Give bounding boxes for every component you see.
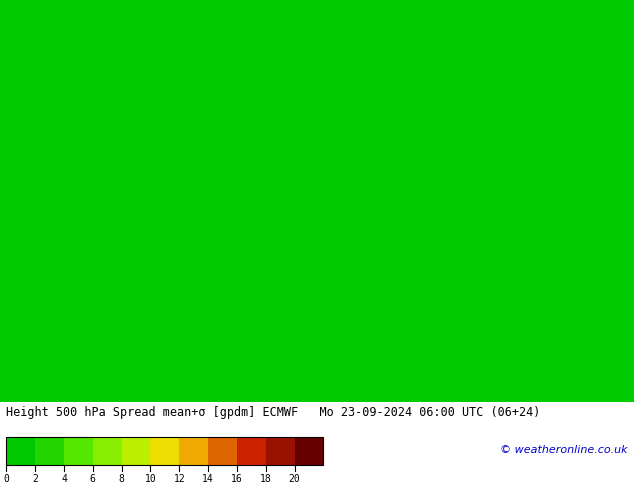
Bar — [208, 437, 237, 465]
Text: 10: 10 — [145, 474, 157, 484]
Text: 4: 4 — [61, 474, 67, 484]
Bar — [150, 437, 179, 465]
Bar — [266, 437, 295, 465]
Text: 8: 8 — [119, 474, 124, 484]
Bar — [122, 437, 150, 465]
Text: 12: 12 — [173, 474, 185, 484]
Bar — [93, 437, 122, 465]
Bar — [64, 437, 93, 465]
Text: 0: 0 — [3, 474, 10, 484]
Bar — [295, 437, 323, 465]
Bar — [6, 437, 323, 465]
Text: 14: 14 — [202, 474, 214, 484]
Text: 16: 16 — [231, 474, 243, 484]
Text: Height 500 hPa Spread mean+σ [gpdm] ECMWF   Mo 23-09-2024 06:00 UTC (06+24): Height 500 hPa Spread mean+σ [gpdm] ECMW… — [6, 406, 541, 419]
Text: © weatheronline.co.uk: © weatheronline.co.uk — [500, 445, 628, 455]
Text: 2: 2 — [32, 474, 38, 484]
Bar — [237, 437, 266, 465]
Bar — [6, 437, 35, 465]
Text: 20: 20 — [288, 474, 301, 484]
Bar — [35, 437, 64, 465]
Text: 18: 18 — [260, 474, 271, 484]
Bar — [179, 437, 208, 465]
Text: 6: 6 — [90, 474, 96, 484]
